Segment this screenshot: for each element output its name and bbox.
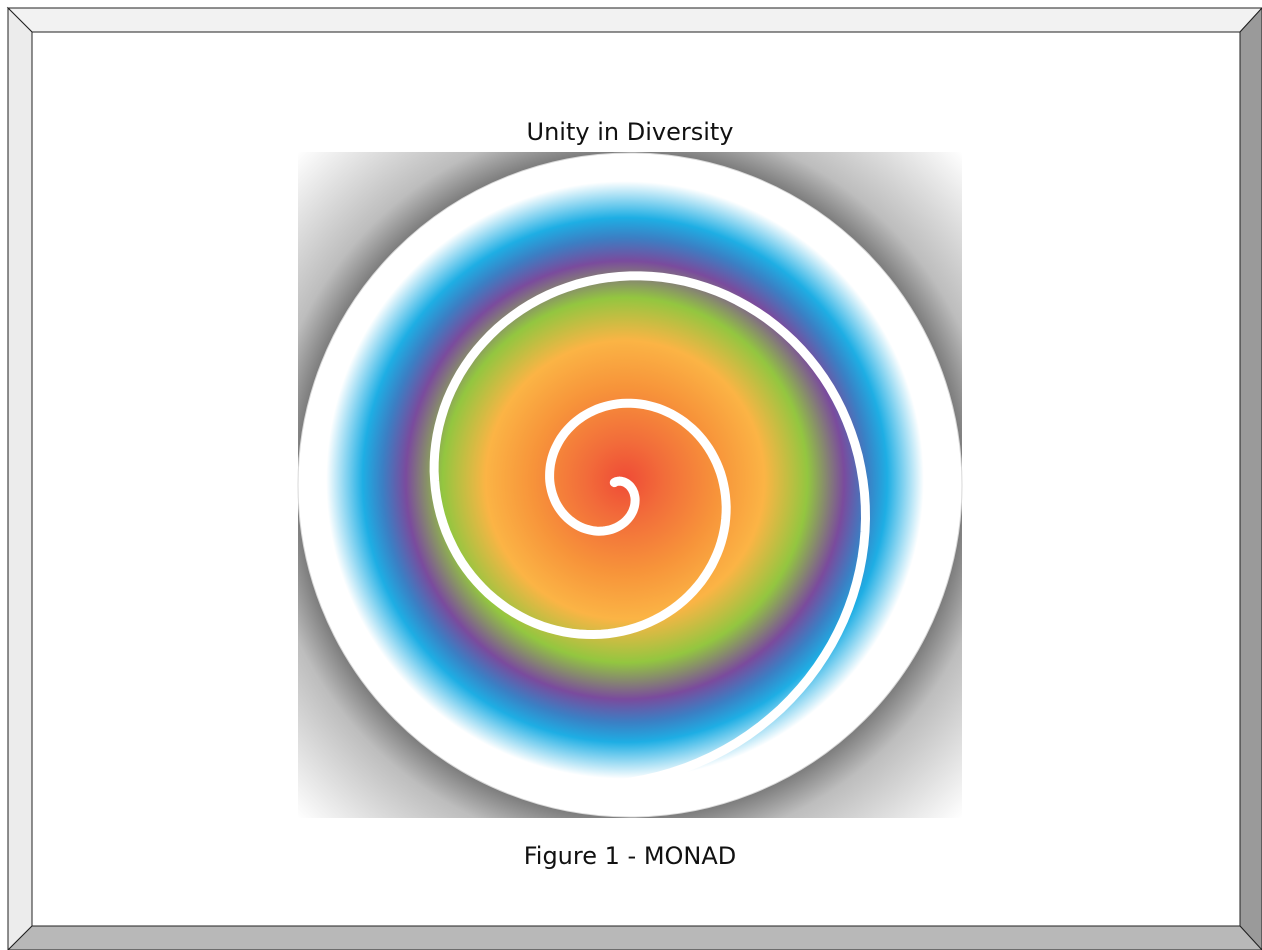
figure-title: Unity in Diversity xyxy=(527,118,734,146)
page: Unity in Diversity Figure 1 - MONAD (() … xyxy=(0,0,1262,950)
figure-caption: Figure 1 - MONAD xyxy=(524,842,737,870)
bevel-top xyxy=(8,8,1262,32)
figure-frame: Unity in Diversity Figure 1 - MONAD xyxy=(0,0,1262,950)
bevel-right xyxy=(1240,8,1262,950)
bevel-bottom xyxy=(8,926,1262,950)
bevel-left xyxy=(8,8,32,950)
